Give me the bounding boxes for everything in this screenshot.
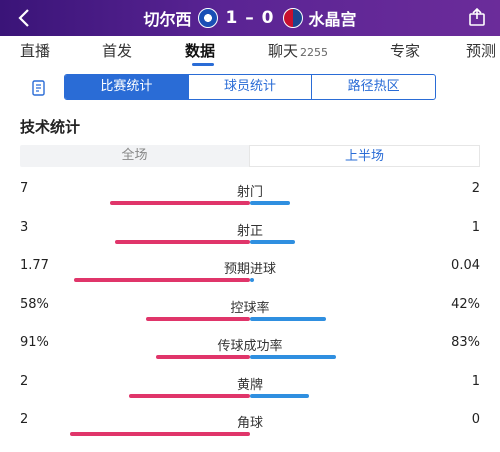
stat-label: 角球 [236, 416, 263, 431]
active-tab-indicator [192, 63, 214, 66]
away-stat-bar [250, 201, 290, 205]
home-stat-bar [115, 239, 250, 244]
away-stat-bar [250, 278, 254, 282]
home-stat-bar [110, 201, 250, 205]
stat-label: 控球率 [230, 300, 270, 316]
stat-label: 预期进球 [223, 262, 276, 277]
stat-away-value: 0.04 [451, 258, 480, 273]
match-scoreline: 切尔西 1 – 0 水晶宫 [0, 0, 500, 36]
home-stat-bar [156, 355, 250, 359]
stat-home-value: 2 [20, 412, 29, 427]
subtab-heatmap[interactable]: 路径热区 [347, 79, 400, 94]
tab-experts[interactable]: 专家 [390, 42, 421, 60]
stat-row: 2 黄牌 1 [0, 374, 500, 414]
section-title: 技术统计 [20, 118, 81, 136]
stat-away-value: 83% [451, 335, 480, 350]
period-first-half[interactable]: 上半场 [249, 145, 480, 167]
tab-predictions[interactable]: 预测 [466, 42, 497, 60]
subtab-match-stats[interactable]: 比赛统计 [65, 75, 189, 99]
stat-away-value: 1 [471, 219, 480, 235]
stat-row: 2 角球 0 [0, 412, 500, 452]
match-header: 切尔西 1 – 0 水晶宫 [0, 0, 500, 36]
home-stat-bar [129, 393, 250, 398]
home-stat-bar [74, 278, 250, 282]
tab-live[interactable]: 直播 [20, 42, 51, 60]
tab-stats[interactable]: 数据 [185, 42, 216, 60]
stat-away-value: 0 [471, 412, 480, 427]
stat-home-value: 1.77 [20, 258, 49, 273]
stat-away-value: 1 [471, 373, 480, 389]
subtab-player-stats[interactable]: 球员统计 [189, 75, 313, 99]
tab-chat[interactable]: 聊天 2255 [268, 40, 328, 61]
main-tabs: 直播 首发 数据 聊天 2255 专家 预测 [0, 36, 500, 66]
match-score: 1 – 0 [225, 8, 275, 28]
back-button[interactable] [14, 6, 36, 30]
away-team-name: 水晶宫 [308, 10, 357, 29]
stat-home-value: 7 [20, 181, 29, 196]
stat-row: 91% 传球成功率 83% [0, 335, 500, 375]
away-stat-bar [250, 393, 309, 398]
back-arrow-icon [18, 9, 29, 27]
tab-chat-label: 聊天 [268, 42, 299, 60]
stat-home-value: 2 [20, 373, 29, 389]
stat-home-value: 3 [20, 219, 29, 235]
period-toggle: 全场 上半场 [20, 145, 480, 167]
stat-label: 射正 [236, 223, 263, 239]
away-stat-bar [250, 316, 326, 321]
crystal-palace-crest-icon [282, 8, 303, 28]
stat-label: 传球成功率 [217, 339, 283, 354]
stats-subtabs: 比赛统计 球员统计 路径热区 [64, 74, 436, 100]
document-icon[interactable] [30, 79, 48, 97]
share-icon [469, 7, 485, 26]
away-stat-bar [250, 355, 336, 359]
home-stat-bar [70, 432, 250, 436]
away-stat-bar [250, 239, 295, 244]
stat-label: 射门 [236, 185, 263, 200]
tab-lineup[interactable]: 首发 [102, 42, 133, 60]
stat-row: 1.77 预期进球 0.04 [0, 258, 500, 298]
stat-home-value: 58% [20, 296, 49, 312]
stat-row: 7 射门 2 [0, 181, 500, 221]
stat-away-value: 2 [471, 181, 480, 196]
stat-away-value: 42% [451, 296, 480, 312]
home-team-name: 切尔西 [143, 10, 192, 29]
period-full-match[interactable]: 全场 [121, 148, 148, 163]
home-stat-bar [146, 316, 250, 321]
tab-chat-count: 2255 [300, 46, 329, 59]
share-button[interactable] [466, 7, 488, 28]
chelsea-crest-icon [197, 8, 218, 28]
stat-row: 58% 控球率 42% [0, 297, 500, 337]
stat-row: 3 射正 1 [0, 220, 500, 260]
stat-label: 黄牌 [236, 377, 263, 393]
stat-home-value: 91% [20, 335, 49, 350]
